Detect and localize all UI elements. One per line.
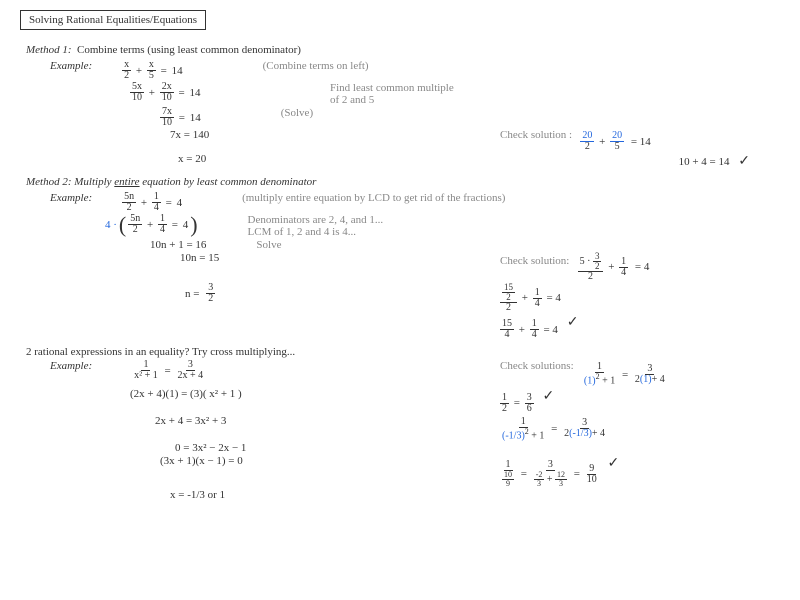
m1-step3: 7x10 = 14: [160, 107, 201, 128]
check-mark-icon: ✓: [608, 456, 620, 471]
m2-heading: Method 2: Multiply entire equation by le…: [26, 176, 780, 188]
m1-check1: 202 + 205 = 14: [580, 131, 650, 152]
m3-check1: 1(1)2 + 1 = 32(1)+ 4: [582, 362, 667, 386]
m1-desc: Combine terms (using least common denomi…: [77, 44, 301, 56]
m2-note1: (multiply entire equation by LCD to get …: [242, 192, 505, 204]
m1-note2: Find least common multiple of 2 and 5: [330, 82, 454, 106]
page-title: Solving Rational Equalities/Equations: [20, 10, 206, 30]
m1-step2: 5x10 + 2x10 = 14: [130, 82, 320, 103]
m3-check2: 12 = 36: [500, 393, 534, 414]
m1-check2: 10 + 4 = 14: [679, 156, 730, 168]
method-2: Method 2: Multiply entire equation by le…: [20, 176, 780, 340]
m2-example-label: Example:: [50, 192, 92, 204]
m3-step2: (2x + 4)(1) = (3)( x² + 1 ): [130, 388, 242, 400]
check-mark-icon: ✓: [542, 389, 554, 404]
m3-step6: x = -1/3 or 1: [170, 489, 225, 501]
m2-step1: 5n2 + 14 = 4: [122, 192, 182, 213]
m3-check3: 1(-1/3)2 + 1 = 32(-1/3)+ 4: [500, 417, 607, 441]
method-3: 2 rational expressions in an equality? T…: [20, 346, 780, 501]
m2-check-label: Check solution:: [500, 255, 569, 267]
m1-example-label: Example:: [50, 60, 92, 72]
m3-step4: 0 = 3x² − 2x − 1: [175, 442, 246, 454]
m3-step1: 1x² + 1 = 32x + 4: [132, 360, 205, 381]
m2-step3: 10n + 1 = 16: [150, 239, 206, 251]
m3-example-label: Example:: [50, 360, 92, 372]
m3-check4: 1 109 = 3 -23 + 123 = 910: [500, 460, 599, 488]
m2-step4: 10n = 15: [180, 252, 219, 264]
m2-note2: Denominators are 2, 4, and 1... LCM of 1…: [248, 214, 384, 238]
m2-note3: Solve: [256, 239, 281, 251]
m2-step5: n = 32: [185, 283, 215, 304]
method-1: Method 1: Combine terms (using least com…: [20, 44, 780, 170]
check-mark-icon: ✓: [567, 315, 579, 330]
m2-check3: 154 + 14 = 4: [500, 319, 558, 340]
m3-heading: 2 rational expressions in an equality? T…: [26, 346, 780, 358]
m1-note3: (Solve): [281, 107, 313, 119]
m2-step2: 4 · ( 5n2 + 14 = 4 ): [105, 214, 198, 235]
m1-step4: 7x = 140: [170, 129, 209, 141]
m1-heading: Method 1:: [26, 44, 72, 56]
m3-step5: (3x + 1)(x − 1) = 0: [160, 455, 243, 467]
m1-check-label: Check solution :: [500, 129, 572, 141]
m2-check2: 152 2 + 14 = 4: [500, 283, 561, 313]
m3-step3: 2x + 4 = 3x² + 3: [155, 415, 226, 427]
m1-step5: x = 20: [178, 153, 206, 165]
m2-check1: 5 · 32 2 + 14 = 4: [578, 252, 650, 282]
m3-check-label: Check solutions:: [500, 360, 574, 372]
m1-step1: x2 + x5 = 14: [122, 60, 182, 81]
m1-note1: (Combine terms on left): [263, 60, 369, 72]
check-mark-icon: ✓: [738, 154, 750, 169]
